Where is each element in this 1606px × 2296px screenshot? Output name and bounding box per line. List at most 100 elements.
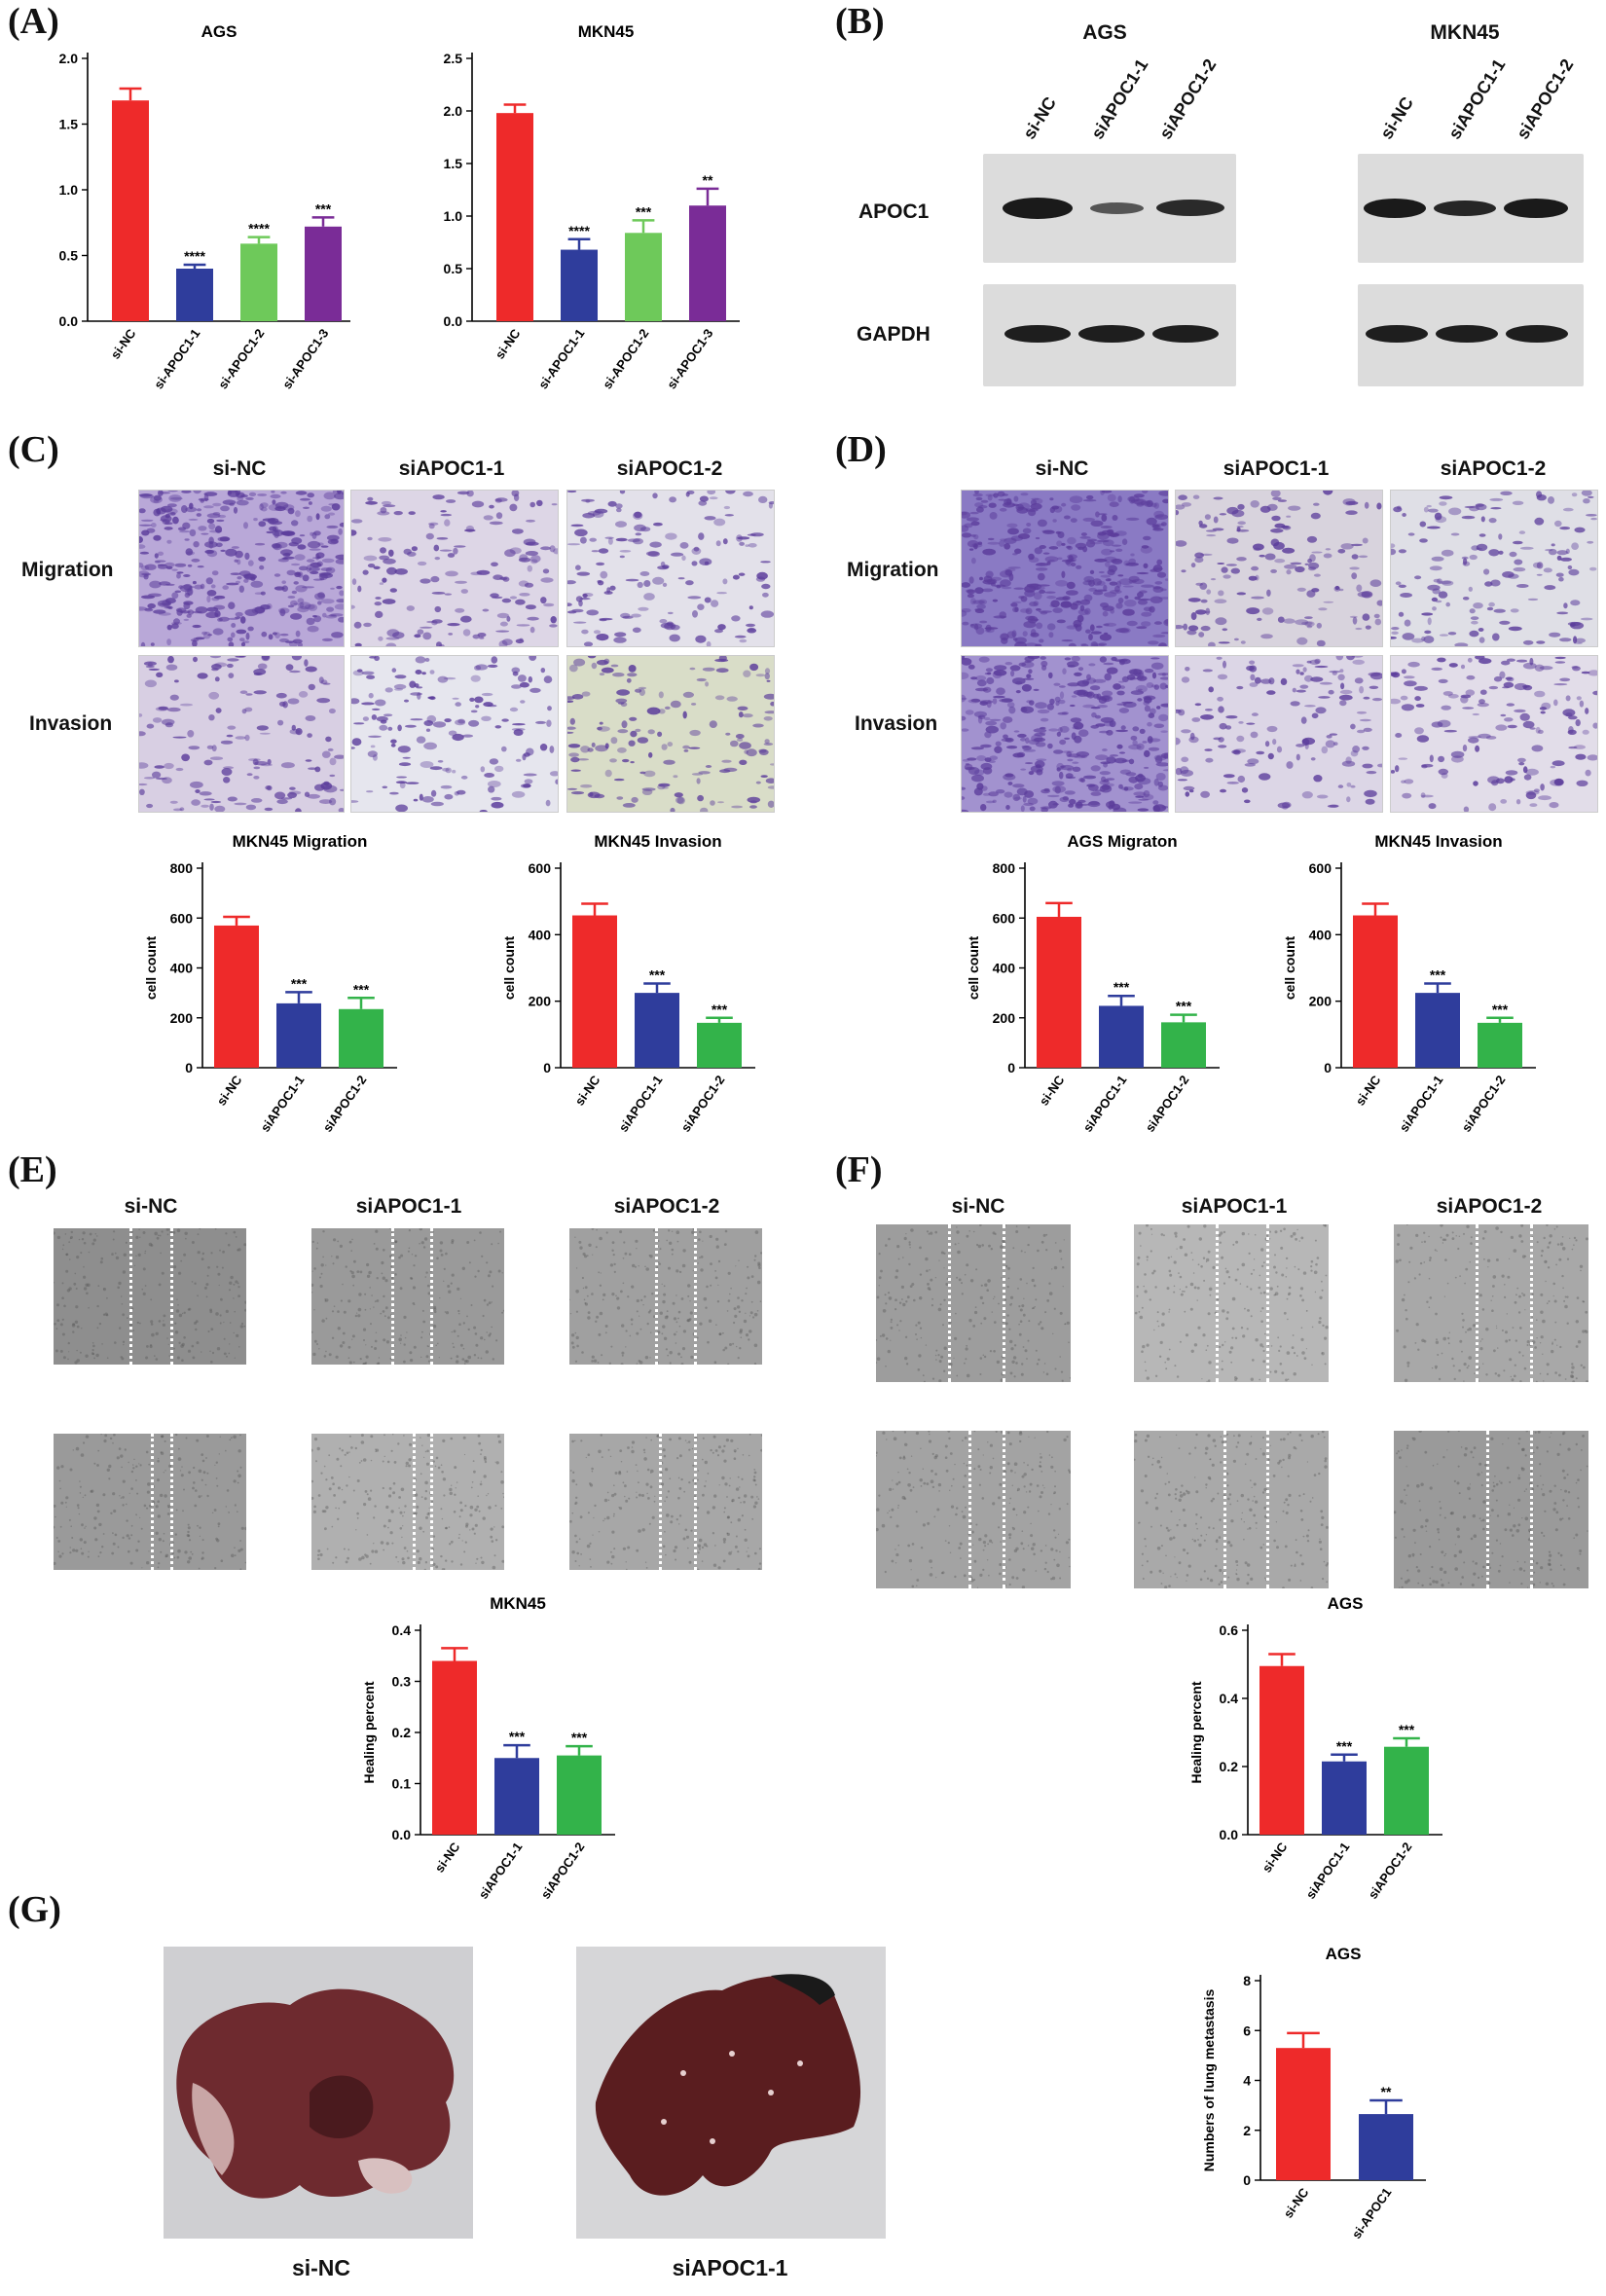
y-tick-label: 0.4 — [1220, 1691, 1239, 1706]
wound-image-siapoc1-1-24h — [311, 1434, 504, 1570]
bar — [1276, 2048, 1331, 2180]
panel-label-c: (C) — [8, 429, 59, 470]
bar-chart-f-healing: AGS 0.0 0.2 0.4 0.6 Healing percent si-NC *** si… — [1188, 1594, 1442, 1902]
y-axis-label: cell count — [501, 935, 517, 1000]
x-tick-label: si-APOC1-3 — [279, 326, 331, 391]
x-tick-label: si-APOC1-3 — [664, 326, 715, 391]
y-tick-label: 2.5 — [444, 51, 463, 66]
protein-label-gapdh: GAPDH — [857, 323, 931, 346]
micrograph-invasion-siapoc1-1 — [1175, 655, 1383, 813]
bar — [625, 233, 662, 321]
x-tick-label: siAPOC1-1 — [1303, 1840, 1353, 1902]
micrograph-migration-si-nc — [961, 490, 1169, 647]
x-tick-label: si-APOC1-2 — [215, 326, 267, 391]
x-tick-label: siAPOC1-2 — [320, 1073, 370, 1135]
bar — [572, 915, 617, 1068]
y-tick-label: 0.2 — [1220, 1759, 1239, 1774]
x-tick-label: si-NC — [1259, 1840, 1291, 1876]
panel-label-f: (F) — [835, 1149, 883, 1190]
bar-chart-a-ags: AGS 0.0 0.5 1.0 1.5 2.0 si-NC **** si-APOC1-1 ***… — [59, 22, 350, 391]
x-tick-label: siAPOC1-1 — [258, 1073, 308, 1135]
x-tick-label: siAPOC1-2 — [1459, 1073, 1509, 1135]
significance-label: *** — [649, 967, 666, 983]
y-tick-label: 2.0 — [444, 103, 463, 119]
bar — [305, 226, 342, 321]
micrograph-migration-si-nc — [138, 490, 345, 647]
x-tick-label: siAPOC1-2 — [678, 1073, 728, 1135]
panel-label-e: (E) — [8, 1149, 57, 1190]
column-header: si-NC — [951, 1195, 1005, 1218]
panel-label-b: (B) — [835, 1, 885, 42]
column-header: siAPOC1-2 — [1440, 457, 1547, 480]
chart-title: MKN45 Migration — [233, 832, 368, 851]
lane-label: siAPOC1-2 — [1155, 55, 1221, 143]
x-tick-label: si-NC — [432, 1840, 463, 1876]
wound-image-si-nc-24h — [54, 1434, 246, 1570]
x-tick-label: si-NC — [214, 1073, 245, 1109]
x-tick-label: siAPOC1-1 — [1080, 1073, 1130, 1135]
wound-image-si-nc-0h — [876, 1224, 1071, 1382]
significance-label: *** — [1430, 967, 1446, 983]
y-tick-label: 400 — [170, 961, 194, 976]
chart-title: MKN45 Invasion — [1374, 832, 1502, 851]
y-tick-label: 0 — [185, 1060, 193, 1075]
y-tick-label: 0.6 — [1220, 1622, 1239, 1638]
lung-caption-siapoc1-1: siAPOC1-1 — [672, 2255, 788, 2280]
significance-label: *** — [1399, 1722, 1415, 1737]
bar — [697, 1022, 742, 1068]
x-tick-label: siAPOC1-1 — [1397, 1073, 1446, 1135]
row-label-migration: Migration — [847, 559, 939, 581]
significance-label: *** — [315, 200, 332, 216]
micrograph-migration-siapoc1-1 — [1175, 490, 1383, 647]
chart-title: MKN45 Invasion — [594, 832, 721, 851]
x-tick-label: siAPOC1-2 — [538, 1840, 588, 1902]
y-tick-label: 0.2 — [392, 1725, 412, 1740]
y-tick-label: 1.0 — [59, 182, 79, 198]
panel-label-g: (G) — [8, 1889, 61, 1930]
y-tick-label: 200 — [1309, 994, 1332, 1009]
column-header: si-NC — [124, 1195, 178, 1218]
y-tick-label: 600 — [993, 910, 1016, 926]
y-tick-label: 4 — [1243, 2073, 1251, 2089]
wound-image-si-nc-0h — [54, 1228, 246, 1365]
chart-title: AGS Migraton — [1067, 832, 1177, 851]
y-axis-label: Healing percent — [1188, 1681, 1204, 1783]
wound-image-siapoc1-1-0h — [311, 1228, 504, 1365]
y-tick-label: 0.0 — [59, 313, 79, 329]
significance-label: **** — [184, 248, 205, 264]
y-tick-label: 8 — [1243, 1973, 1251, 1988]
column-header: siAPOC1-1 — [355, 1195, 462, 1218]
blot-header-mkn45: MKN45 — [1430, 21, 1500, 44]
bar — [339, 1008, 383, 1068]
y-tick-label: 1.0 — [444, 208, 463, 224]
y-tick-label: 600 — [529, 860, 552, 876]
x-tick-label: si-NC — [1037, 1073, 1068, 1109]
bar — [1359, 2114, 1413, 2180]
x-tick-label: si-NC — [1353, 1073, 1384, 1109]
bar-chart-c-invasion: MKN45 Invasion 0 200 400 600 cell count si-NC *… — [501, 832, 755, 1135]
y-axis-label: cell count — [966, 935, 981, 1000]
micrograph-invasion-siapoc1-1 — [350, 655, 559, 813]
x-tick-label: si-NC — [572, 1073, 603, 1109]
bar — [557, 1755, 602, 1835]
y-tick-label: 800 — [170, 860, 194, 876]
bar — [1259, 1665, 1304, 1835]
x-tick-label: si-APOC1-1 — [151, 326, 202, 391]
significance-label: *** — [509, 1729, 526, 1744]
column-header: siAPOC1-2 — [1436, 1195, 1543, 1218]
y-axis-label: cell count — [1282, 935, 1297, 1000]
y-tick-label: 0.0 — [444, 313, 463, 329]
y-tick-label: 0 — [1243, 2172, 1251, 2188]
y-tick-label: 800 — [993, 860, 1016, 876]
column-header: siAPOC1-2 — [616, 457, 723, 480]
significance-label: ** — [1381, 2084, 1392, 2099]
wound-image-siapoc1-2-24h — [1394, 1431, 1588, 1588]
y-tick-label: 6 — [1243, 2023, 1251, 2038]
y-axis-label: Numbers of lung metastasis — [1201, 1989, 1217, 2172]
bar — [635, 993, 679, 1068]
column-header: siAPOC1-2 — [613, 1195, 720, 1218]
micrograph-invasion-siapoc1-2 — [566, 655, 775, 813]
micrograph-migration-siapoc1-2 — [566, 490, 775, 647]
significance-label: *** — [712, 1002, 728, 1017]
panel-label-d: (D) — [835, 429, 887, 470]
